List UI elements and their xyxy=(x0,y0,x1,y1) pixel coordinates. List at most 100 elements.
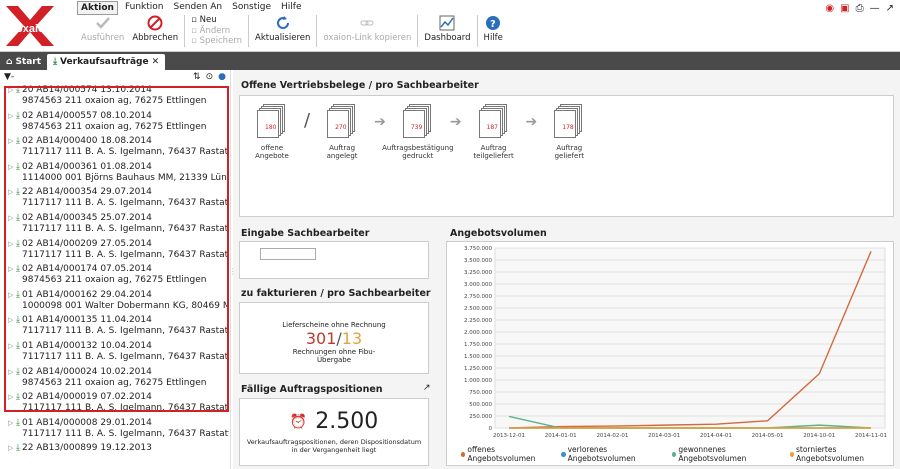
hilfe-label: Hilfe xyxy=(483,33,503,43)
chart-legend: offenes Angebotsvolumen verlorenes Angebo… xyxy=(447,445,893,463)
flow-step[interactable]: 187 Auftrag teilgeliefert xyxy=(468,104,520,160)
tab-verkaufsauftraege-label: Verkaufsaufträge xyxy=(60,57,149,67)
expand-triangle-icon[interactable]: ▷ xyxy=(8,162,14,171)
order-list-item[interactable]: ▷ ⤓ 02 AB14/000024 10.02.2014 9874563 211 o… xyxy=(0,366,229,392)
legend-entry[interactable]: gewonnenes Angebotsvolumen xyxy=(671,445,782,463)
rechnungen-count[interactable]: 13 xyxy=(341,329,363,348)
order-list-item[interactable]: ▷ ⤓ 01 AB14/000132 10.04.2014 7117117 111 B… xyxy=(0,340,229,366)
order-list-item[interactable]: ▷ ⤓ 01 AB14/000135 11.04.2014 7117117 111 B… xyxy=(0,314,229,340)
order-number: 02 AB14/000557 08.10.2014 xyxy=(21,110,152,121)
expand-triangle-icon[interactable]: ▷ xyxy=(8,290,14,299)
neu-button[interactable]: ▫ Neu xyxy=(191,15,217,25)
maximize-icon[interactable]: ↗ xyxy=(885,3,894,14)
print-icon[interactable]: ⎙ xyxy=(855,3,864,14)
order-header: ▷ ⤓ 02 AB14/000345 25.07.2014 xyxy=(8,212,229,224)
binoculars-icon[interactable]: ⊙ xyxy=(205,72,214,82)
order-list-item[interactable]: ▷ ⤓ 02 AB14/000345 25.07.2014 7117117 111 B… xyxy=(0,212,229,238)
tab-verkaufsauftraege[interactable]: ⤓ Verkaufsaufträge ✕ xyxy=(47,54,166,70)
order-customer: 7117117 111 B. A. S. Igelmann, 76437 Ras… xyxy=(22,403,229,414)
order-number: 02 AB14/000345 25.07.2014 xyxy=(21,212,152,223)
home-icon: ⌂ xyxy=(6,57,13,67)
menu-funktion[interactable]: Funktion xyxy=(124,2,164,12)
order-list-item[interactable]: ▷ ⤓ 02 AB14/000400 18.08.2014 7117117 111 B… xyxy=(0,135,229,161)
speichern-label: Speichern xyxy=(199,36,243,46)
order-list-item[interactable]: ▷ ⤓ 02 AB14/000019 07.02.2014 7117117 111 B… xyxy=(0,391,229,417)
refresh-icon xyxy=(275,15,291,31)
step-count: 187 xyxy=(486,124,498,131)
oxaion-link-button[interactable]: oxaion-Link kopieren xyxy=(319,15,415,49)
expand-arrow-icon[interactable]: ↗ xyxy=(423,383,431,393)
ribbon-separator xyxy=(184,15,186,47)
step-label: Auftrag teilgeliefert xyxy=(473,144,514,160)
expand-triangle-icon[interactable]: ▷ xyxy=(8,341,14,350)
menu-hilfe[interactable]: Hilfe xyxy=(281,2,302,12)
order-list-item[interactable]: ▷ ⤓ 01 AB14/000008 29.01.2014 7117117 111 B… xyxy=(0,417,229,443)
abbrechen-button[interactable]: Abbrechen xyxy=(128,15,182,49)
minimize-icon[interactable]: — xyxy=(869,3,880,14)
menu-sonstige[interactable]: Sonstige xyxy=(232,2,272,12)
order-list-item[interactable]: ▷ ⤓ 02 AB14/000209 27.05.2014 7117117 111 B… xyxy=(0,238,229,264)
vertrieb-title: Offene Vertriebsbelege / pro Sachbearbei… xyxy=(241,80,479,91)
expand-triangle-icon[interactable]: ▷ xyxy=(8,265,14,274)
dashboard-button[interactable]: Dashboard xyxy=(420,15,474,49)
expand-triangle-icon[interactable]: ▷ xyxy=(8,213,14,222)
faellig-value[interactable]: 2.500 xyxy=(315,409,379,434)
x-tick-label: 2014-02-01 xyxy=(596,433,628,439)
filter-icon[interactable]: ▼- xyxy=(4,72,15,82)
aendern-button[interactable]: ▫ Ändern xyxy=(191,25,231,36)
menu-senden-an[interactable]: Senden An xyxy=(173,2,223,12)
expand-triangle-icon[interactable]: ▷ xyxy=(8,86,14,94)
legend-dot-icon xyxy=(789,451,794,457)
expand-triangle-icon[interactable]: ▷ xyxy=(8,367,14,376)
order-customer: 7117117 111 B. A. S. Igelmann, 76437 Ras… xyxy=(22,147,229,158)
y-tick-label: 2.750.000 xyxy=(464,294,492,300)
expand-triangle-icon[interactable]: ▷ xyxy=(8,418,14,427)
arrow-right-icon: ➔ xyxy=(449,114,462,130)
expand-triangle-icon[interactable]: ▷ xyxy=(8,137,14,146)
menu-aktion[interactable]: Aktion xyxy=(77,1,118,15)
options-dot-icon[interactable]: ● xyxy=(218,72,226,82)
order-list-item[interactable]: ▷ ⤓ 01 AB14/000162 29.04.2014 1000098 001 W… xyxy=(0,289,229,315)
order-list-item[interactable]: ▷ ⤓ 22 AB14/000354 29.07.2014 7117117 111 B… xyxy=(0,186,229,212)
checklist-icon[interactable]: ▣ xyxy=(840,3,850,14)
legend-entry[interactable]: storniertes Angebotsvolumen xyxy=(789,445,893,463)
order-number: 01 AB14/000132 10.04.2014 xyxy=(21,340,152,351)
sachbearbeiter-input[interactable] xyxy=(260,248,316,260)
tab-start[interactable]: ⌂ Start xyxy=(0,54,47,70)
arrow-right-icon: ➔ xyxy=(525,114,538,130)
aktualisieren-button[interactable]: Aktualisieren xyxy=(251,15,314,49)
lieferscheine-count[interactable]: 301 xyxy=(305,329,337,348)
check-icon xyxy=(95,15,111,31)
order-list-item[interactable]: ▷ ⤓ 02 AB14/000557 08.10.2014 9874563 211 o… xyxy=(0,110,229,136)
sort-icon[interactable]: ⇅ xyxy=(193,72,201,82)
legend-entry[interactable]: offenes Angebotsvolumen xyxy=(461,445,553,463)
expand-triangle-icon[interactable]: ▷ xyxy=(8,239,14,248)
tab-close-icon[interactable]: ✕ xyxy=(151,57,160,67)
oxaion-link-label: oxaion-Link kopieren xyxy=(323,33,412,43)
expand-triangle-icon[interactable]: ▷ xyxy=(8,316,14,325)
order-header: ▷ ⤓ 02 AB14/000024 10.02.2014 xyxy=(8,366,229,378)
expand-triangle-icon[interactable]: ▷ xyxy=(8,111,14,120)
flow-step[interactable]: 270 Auftrag angelegt xyxy=(316,104,368,160)
hilfe-button[interactable]: ? Hilfe xyxy=(480,15,507,49)
fakturieren-title: zu fakturieren / pro Sachbearbeiter xyxy=(241,288,431,299)
expand-triangle-icon[interactable]: ▷ xyxy=(8,444,14,453)
expand-triangle-icon[interactable]: ▷ xyxy=(8,393,14,402)
flow-step[interactable]: 739 Auftragsbestätigung gedruckt xyxy=(382,104,454,160)
x-tick-label: 2014-03-01 xyxy=(648,433,680,439)
legend-entry[interactable]: verlorenes Angebotsvolumen xyxy=(561,445,664,463)
step-label: Auftrag angelegt xyxy=(326,144,358,160)
order-number: 02 AB14/000400 18.08.2014 xyxy=(21,136,152,147)
splitter-handle[interactable]: ⋮ xyxy=(229,268,237,282)
speichern-button[interactable]: ▫ Speichern xyxy=(191,36,243,46)
order-list-item[interactable]: ▷ ⤓ 02 AB14/000361 01.08.2014 1114000 001 B… xyxy=(0,161,229,187)
order-list-item[interactable]: ▷ ⤓ 02 AB14/000174 07.05.2014 9874563 211 o… xyxy=(0,263,229,289)
order-list-item[interactable]: ▷ ⤓ 22 AB13/000899 19.12.2013 xyxy=(0,442,229,468)
notification-icon[interactable]: ◉ xyxy=(825,3,835,14)
legend-label: gewonnenes Angebotsvolumen xyxy=(678,445,747,463)
flow-step[interactable]: 178 Auftrag geliefert xyxy=(543,104,595,160)
flow-step[interactable]: 180 offene Angebote xyxy=(246,104,298,160)
expand-triangle-icon[interactable]: ▷ xyxy=(8,188,14,197)
ausfuehren-button[interactable]: Ausführen xyxy=(77,15,128,49)
order-list-item[interactable]: ▷ ⤓ 20 AB14/000574 13.10.2014 9874563 211 o… xyxy=(0,84,229,110)
